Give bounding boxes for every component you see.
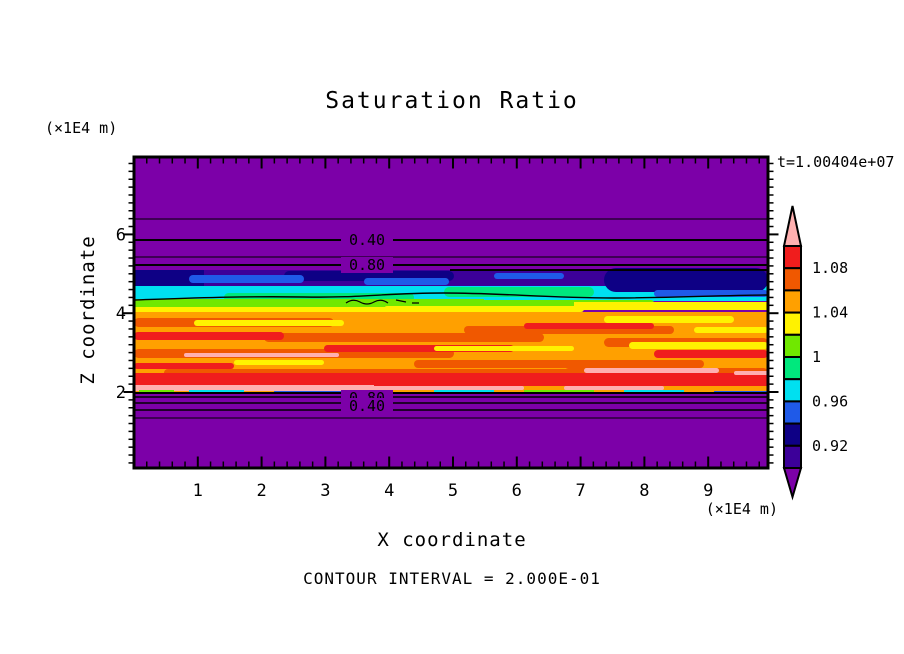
colorbar-segment [783,289,802,314]
contour-field: 0.400.800.800.40 [134,218,768,468]
colorbar-segment [783,422,802,447]
colorbar-label: 0.96 [812,392,848,410]
colorbar-over-arrow [782,205,803,247]
x-axis-title: X coordinate [377,529,527,551]
colorbar-segment [783,356,802,381]
field-band [134,373,768,386]
field-band [134,363,234,369]
field-band [414,360,704,368]
x-axis-unit-label: (×1E4 m) [705,500,778,518]
field-band [604,316,734,323]
field-band [364,278,449,285]
x-tick-label: 9 [703,481,713,501]
contour-label: 0.40 [349,397,385,415]
x-tick-label: 8 [639,481,649,501]
colorbar-under-arrow [782,467,803,501]
colorbar-label: 0.92 [812,437,848,455]
field-band [584,368,719,373]
colorbar-segment [783,267,802,292]
field-band [189,275,304,283]
z-axis-unit-label: (×1E4 m) [45,119,118,137]
field-band [574,302,768,310]
colorbar-segment [783,311,802,336]
time-stamp-label: t=1.00404e+07 [777,153,895,171]
contour-interval-note: CONTOUR INTERVAL = 2.000E-01 [303,569,601,588]
y-tick-label: 6 [116,225,126,245]
contour-label: 0.40 [349,231,385,249]
field-band [524,323,654,329]
field-band [234,360,324,365]
field-band [264,333,544,342]
plot-area: 0.400.800.800.40 [134,157,768,468]
colorbar-segment [783,333,802,358]
field-band [384,306,584,312]
x-tick-label: 5 [448,481,458,501]
z-axis-title: Z coordinate [77,235,99,385]
field-band [364,386,524,390]
field-band [604,268,768,292]
plot-title: Saturation Ratio [325,88,579,114]
y-tick-label: 4 [116,304,126,324]
x-tick-label: 7 [575,481,585,501]
colorbar-segment [783,245,802,270]
x-tick-label: 3 [320,481,330,501]
colorbar-label: 1.08 [812,259,848,277]
colorbar-label: 1 [812,348,821,366]
field-band [564,386,664,390]
colorbar-segment [783,378,802,403]
contour-label: 0.80 [349,256,385,274]
colorbar-segment [783,444,802,469]
field-band [629,342,768,349]
colorbar-segment [783,400,802,425]
field-band [494,273,564,279]
x-tick-label: 2 [256,481,266,501]
colorbar-label: 1.04 [812,304,848,322]
field-band [184,353,339,357]
x-tick-label: 1 [193,481,203,501]
y-tick-label: 2 [116,383,126,403]
field-band [134,394,768,468]
field-band [434,346,574,351]
x-tick-label: 4 [384,481,394,501]
field-band [694,327,768,333]
field-band [734,371,768,375]
field-band [134,332,284,340]
field-band [194,320,344,326]
x-tick-label: 6 [512,481,522,501]
field-band [654,350,768,358]
